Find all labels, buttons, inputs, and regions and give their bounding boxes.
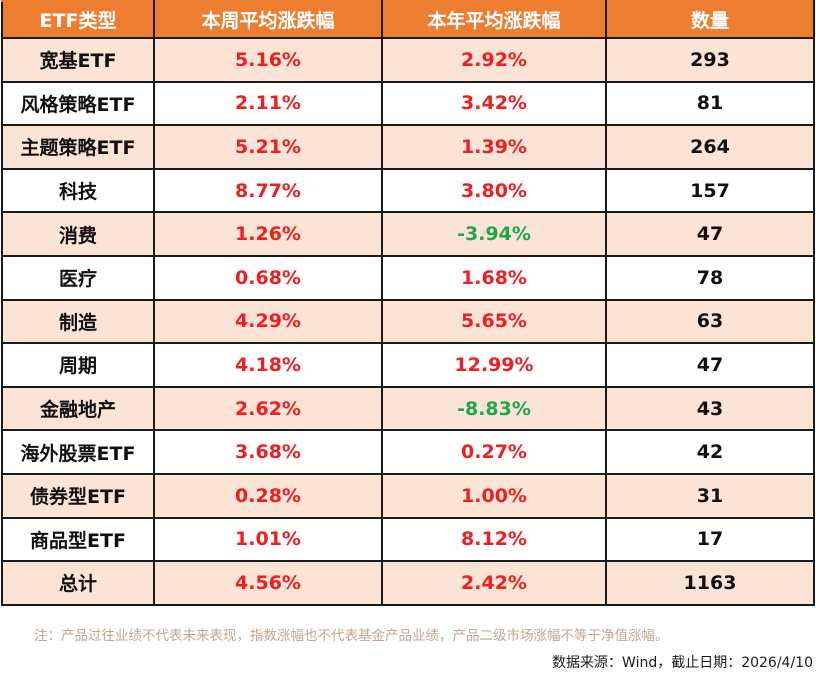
weekly-change-cell: 4.29%	[153, 298, 383, 345]
table-row: 宽基ETF 5.16% 2.92% 293	[1, 37, 815, 83]
weekly-change-cell: 3.68%	[153, 429, 383, 475]
weekly-change-cell: 0.28%	[153, 472, 383, 519]
etf-type-cell: 金融地产	[1, 385, 155, 432]
yearly-change-cell: 1.00%	[381, 472, 607, 519]
count-cell: 47	[605, 211, 815, 257]
count-cell: 31	[605, 472, 815, 519]
etf-type-cell: 宽基ETF	[1, 37, 155, 83]
yearly-change-cell: 1.68%	[381, 254, 607, 301]
count-cell: 81	[605, 80, 815, 127]
weekly-change-cell: 2.62%	[153, 385, 383, 432]
weekly-change-cell: 4.18%	[153, 342, 383, 388]
weekly-change-cell: 5.16%	[153, 37, 383, 83]
yearly-change-cell: 3.80%	[381, 167, 607, 214]
table-row: 风格策略ETF 2.11% 3.42% 81	[1, 80, 815, 127]
count-cell: 78	[605, 254, 815, 301]
weekly-change-cell: 8.77%	[153, 167, 383, 214]
data-source: 数据来源：Wind，截止日期：2026/4/10	[552, 655, 813, 671]
yearly-change-cell: -8.83%	[381, 385, 607, 432]
etf-type-cell: 商品型ETF	[1, 516, 155, 563]
etf-type-cell: 医疗	[1, 254, 155, 301]
yearly-change-cell: 5.65%	[381, 298, 607, 345]
table-row: 医疗 0.68% 1.68% 78	[1, 254, 815, 301]
header-weekly-change: 本周平均涨跌幅	[153, 0, 383, 39]
table-row: 海外股票ETF 3.68% 0.27% 42	[1, 429, 815, 475]
count-cell: 43	[605, 385, 815, 432]
weekly-change-cell: 5.21%	[153, 124, 383, 170]
yearly-change-cell: 1.39%	[381, 124, 607, 170]
table-row: 制造 4.29% 5.65% 63	[1, 298, 815, 345]
count-cell: 42	[605, 429, 815, 475]
etf-type-cell: 消费	[1, 211, 155, 257]
etf-type-cell: 债券型ETF	[1, 472, 155, 519]
table-row: 金融地产 2.62% -8.83% 43	[1, 385, 815, 432]
table-row: 消费 1.26% -3.94% 47	[1, 211, 815, 257]
disclaimer-note: 注：产品过往业绩不代表未来表现，指数涨幅也不代表基金产品业绩，产品二级市场涨幅不…	[34, 628, 669, 644]
table-row: 科技 8.77% 3.80% 157	[1, 167, 815, 214]
weekly-change-cell: 1.01%	[153, 516, 383, 563]
yearly-change-cell: 8.12%	[381, 516, 607, 563]
etf-performance-table: ETF类型 本周平均涨跌幅 本年平均涨跌幅 数量 宽基ETF 5.16% 2.9…	[1, 0, 815, 606]
etf-type-cell: 总计	[1, 560, 155, 606]
header-etf-type: ETF类型	[1, 0, 155, 39]
table-row: 周期 4.18% 12.99% 47	[1, 342, 815, 388]
yearly-change-cell: 0.27%	[381, 429, 607, 475]
count-cell: 17	[605, 516, 815, 563]
count-cell: 47	[605, 342, 815, 388]
etf-type-cell: 制造	[1, 298, 155, 345]
yearly-change-cell: 12.99%	[381, 342, 607, 388]
count-cell: 1163	[605, 560, 815, 606]
etf-type-cell: 主题策略ETF	[1, 124, 155, 170]
table-row: 债券型ETF 0.28% 1.00% 31	[1, 472, 815, 519]
weekly-change-cell: 0.68%	[153, 254, 383, 301]
weekly-change-cell: 4.56%	[153, 560, 383, 606]
table-total-row: 总计 4.56% 2.42% 1163	[1, 560, 815, 606]
weekly-change-cell: 1.26%	[153, 211, 383, 257]
header-count: 数量	[605, 0, 815, 39]
count-cell: 157	[605, 167, 815, 214]
yearly-change-cell: 2.92%	[381, 37, 607, 83]
etf-type-cell: 科技	[1, 167, 155, 214]
yearly-change-cell: 3.42%	[381, 80, 607, 127]
yearly-change-cell: 2.42%	[381, 560, 607, 606]
yearly-change-cell: -3.94%	[381, 211, 607, 257]
count-cell: 293	[605, 37, 815, 83]
table-header-row: ETF类型 本周平均涨跌幅 本年平均涨跌幅 数量	[1, 0, 815, 39]
etf-type-cell: 周期	[1, 342, 155, 388]
etf-type-cell: 海外股票ETF	[1, 429, 155, 475]
header-yearly-change: 本年平均涨跌幅	[381, 0, 607, 39]
table-row: 商品型ETF 1.01% 8.12% 17	[1, 516, 815, 563]
weekly-change-cell: 2.11%	[153, 80, 383, 127]
etf-type-cell: 风格策略ETF	[1, 80, 155, 127]
count-cell: 264	[605, 124, 815, 170]
count-cell: 63	[605, 298, 815, 345]
table-row: 主题策略ETF 5.21% 1.39% 264	[1, 124, 815, 170]
